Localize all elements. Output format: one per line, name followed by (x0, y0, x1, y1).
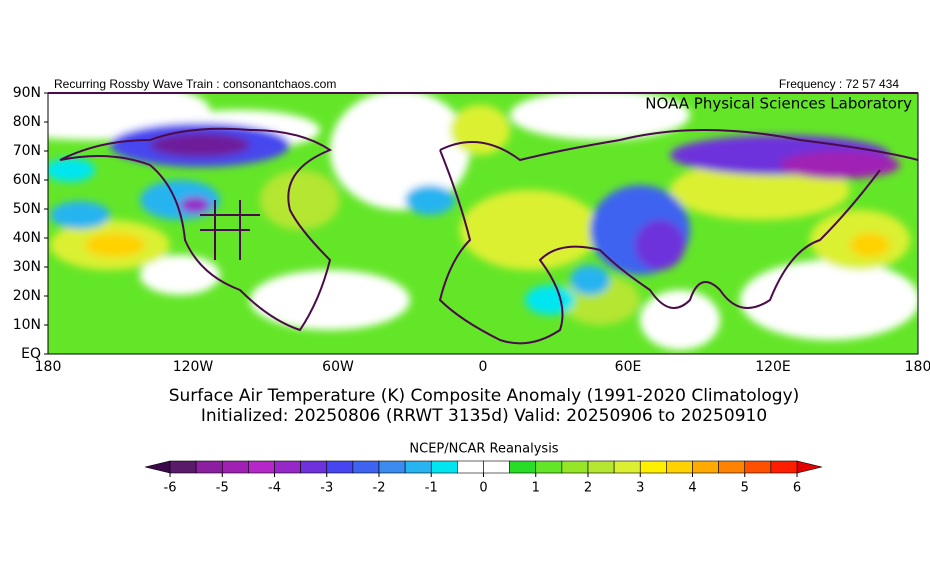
colorbar-box (352, 460, 380, 474)
lat-label: 70N (13, 143, 41, 159)
colorbar-box (457, 460, 484, 474)
colorbar-tick-label: 2 (584, 481, 592, 496)
credit: NOAA Physical Sciences Laboratory (645, 95, 912, 113)
latitude-labels: 90N 80N 70N 60N 50N 40N 30N 20N 10N EQ (13, 85, 48, 362)
colorbar-box (483, 460, 510, 474)
lat-label: 30N (13, 259, 41, 275)
lat-label: EQ (21, 346, 41, 362)
colorbar-box (248, 460, 275, 474)
subtitle: Initialized: 20250806 (RRWT 3135d) Valid… (201, 406, 767, 426)
lat-label: 80N (13, 114, 41, 130)
lat-label: 20N (13, 288, 41, 304)
colorbar-tick-label: 1 (532, 481, 540, 496)
colorbar-box (169, 460, 197, 474)
header-left: Recurring Rossby Wave Train : consonantc… (54, 77, 336, 91)
colorbar-box (509, 460, 537, 474)
colorbar-box (587, 460, 615, 474)
colorbar-tick-label: -6 (164, 481, 177, 496)
lat-label: 60N (13, 172, 41, 188)
colorbar-box (300, 460, 328, 474)
lon-label: 120E (755, 359, 791, 375)
colorbar-label: NCEP/NCAR Reanalysis (409, 442, 558, 457)
colorbar-box (404, 460, 432, 474)
colorbar-tick-label: -3 (320, 481, 333, 496)
colorbar-box (326, 460, 354, 474)
colorbar-box (430, 460, 458, 474)
title: Surface Air Temperature (K) Composite An… (169, 386, 800, 406)
colorbar-tick-label: 5 (741, 481, 749, 496)
lon-label: 60E (615, 359, 642, 375)
colorbar-box (378, 460, 406, 474)
colorbar-tick-label: 0 (479, 481, 487, 496)
colorbar-box (639, 460, 667, 474)
lat-label: 40N (13, 230, 41, 246)
map-field (48, 93, 918, 354)
colorbar: -6 -5 -4 -3 -2 -1 0 1 2 3 4 5 6 (144, 460, 823, 496)
lat-label: 10N (13, 317, 41, 333)
lon-label: 180 (905, 359, 930, 375)
colorbar-tick-label: -1 (425, 481, 438, 496)
colorbar-tick-label: 4 (688, 481, 696, 496)
colorbar-box (770, 460, 798, 474)
colorbar-box (666, 460, 693, 474)
longitude-labels: 180 120W 60W 0 60E 120E 180 (35, 359, 930, 375)
colorbar-over (796, 460, 823, 474)
colorbar-tick-label: -2 (373, 481, 386, 496)
header-right: Frequency : 72 57 434 (779, 77, 899, 91)
lon-label: 0 (479, 359, 488, 375)
colorbar-box (221, 460, 249, 474)
coastlines (59, 127, 918, 345)
colorbar-tick-label: -5 (216, 481, 229, 496)
lon-label: 60W (322, 359, 354, 375)
lon-label: 180 (35, 359, 62, 375)
colorbar-box (613, 460, 641, 474)
colorbar-tick-label: -4 (268, 481, 281, 496)
colorbar-tick-label: 3 (636, 481, 644, 496)
lon-label: 120W (173, 359, 214, 375)
colorbar-box (692, 460, 719, 474)
colorbar-tick-label: 6 (793, 481, 801, 496)
lat-label: 90N (13, 85, 41, 101)
colorbar-box (744, 460, 772, 474)
colorbar-box (718, 460, 746, 474)
lat-label: 50N (13, 201, 41, 217)
colorbar-under (144, 460, 171, 474)
colorbar-box (561, 460, 589, 474)
colorbar-box (195, 460, 223, 474)
colorbar-box (535, 460, 563, 474)
colorbar-box (274, 460, 301, 474)
